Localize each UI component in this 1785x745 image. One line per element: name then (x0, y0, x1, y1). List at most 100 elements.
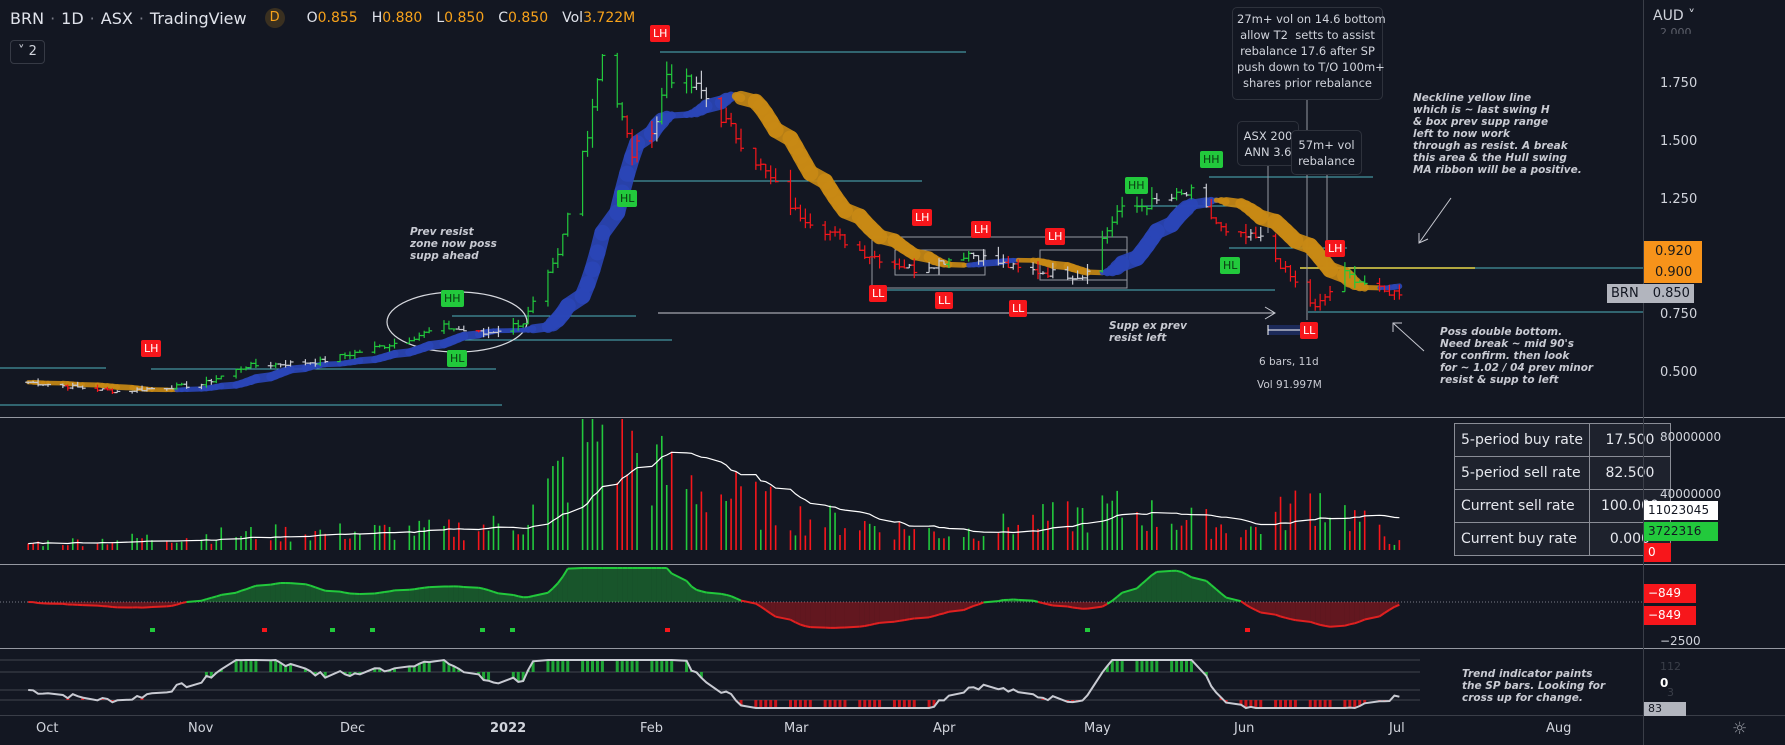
callout-57m-vol[interactable]: 57m+ vol rebalance (1291, 130, 1362, 175)
note-double-bottom[interactable]: Poss double bottom. Need break ~ mid 90'… (1440, 326, 1594, 386)
osc-area (637, 568, 652, 602)
pane-separator[interactable] (0, 417, 1785, 418)
note-neckline[interactable]: Neckline yellow line which is ~ last swi… (1413, 92, 1582, 176)
note-trend-indicator[interactable]: Trend indicator paints the SP bars. Look… (1462, 668, 1606, 704)
callout-asx200[interactable]: ASX 200 ANN 3.6 (1237, 121, 1299, 166)
osc-area (582, 568, 588, 602)
osc-line (1344, 623, 1351, 627)
signal-marker (150, 628, 155, 632)
currency-selector[interactable]: AUD ˅ (1653, 8, 1696, 24)
table-row: 5-period buy rate 17.500 (1454, 423, 1671, 457)
osc-area (622, 568, 628, 602)
time-axis-separator (0, 715, 1785, 716)
pane-separator[interactable] (0, 648, 1785, 649)
osc-area (844, 602, 860, 628)
osc-area (345, 592, 350, 602)
indicators-collapse-button[interactable]: ˅ 2 (10, 40, 45, 64)
osc-line (1136, 583, 1143, 590)
osc-line (1295, 619, 1311, 623)
osc-line (275, 582, 281, 585)
osc-line (310, 584, 316, 589)
callout-vol-rebalance[interactable]: 27m+ vol on 14.6 bottom allow T2 setts t… (1232, 7, 1386, 100)
osc-area (359, 593, 375, 602)
osc-line (1280, 615, 1286, 619)
osc-line (235, 589, 242, 594)
osc-line (557, 576, 564, 584)
osc-area (795, 602, 801, 625)
osc-area (354, 593, 360, 602)
osc-area (419, 587, 425, 602)
interval[interactable]: 1D (61, 8, 84, 28)
osc-line (1146, 574, 1153, 581)
osc-area (810, 602, 826, 628)
note-prev-resist[interactable]: Prev resist zone now poss supp ahead (410, 226, 497, 262)
osc-line (869, 622, 875, 627)
osc-area (1216, 589, 1222, 602)
chevron-down-icon: ˅ (1688, 8, 1696, 24)
osc-line (201, 598, 207, 602)
time-label: Mar (784, 721, 809, 736)
osc-line (1290, 618, 1296, 622)
osc-line (344, 591, 351, 595)
osc-area (706, 592, 722, 602)
range-bars-label: 6 bars, 11d (1259, 356, 1319, 368)
osc-line (1111, 595, 1118, 602)
osc-line (1116, 591, 1123, 598)
pane-separator[interactable] (0, 564, 1785, 565)
level-lines (0, 51, 1643, 406)
marker-lower-high: LH (971, 221, 992, 238)
osc-line (1077, 607, 1083, 610)
osc-line (706, 591, 722, 595)
marker-higher-low: HL (1220, 257, 1241, 274)
osc-line (904, 618, 910, 622)
osc-area (444, 586, 449, 602)
osc-line (1245, 603, 1252, 609)
osc-tag: −849 (1644, 606, 1696, 625)
osc-area (1072, 602, 1078, 609)
delayed-badge[interactable]: D (264, 8, 285, 28)
osc-line (899, 619, 905, 622)
osc-area (1176, 570, 1182, 602)
osc-line (735, 597, 742, 602)
osc-line (463, 585, 479, 589)
osc-line (181, 601, 187, 605)
osc-line (1388, 606, 1395, 611)
osc-area (453, 586, 459, 602)
osc-line (1240, 600, 1247, 606)
osc-area (1389, 602, 1395, 610)
osc-line (685, 580, 693, 588)
osc-line (1319, 623, 1326, 627)
marker-higher-high: HH (1200, 151, 1223, 168)
time-label: 2022 (490, 721, 527, 736)
osc-area (805, 602, 811, 628)
osc-line (1087, 605, 1103, 610)
osc-area (1280, 602, 1286, 618)
symbol[interactable]: BRN (10, 8, 45, 28)
osc-area (929, 602, 935, 618)
osc-area (1290, 602, 1296, 621)
time-label: Jul (1389, 721, 1405, 736)
osc-line (419, 586, 425, 590)
price-label: 1.750 (1660, 76, 1698, 91)
osc-area (830, 602, 836, 628)
price-axis[interactable] (1643, 0, 1785, 745)
note-supp-ex[interactable]: Supp ex prev resist left (1109, 320, 1187, 344)
osc-area (1359, 602, 1365, 622)
range-volume-label: Vol 91.997M (1257, 379, 1322, 391)
osc-line (1121, 587, 1138, 594)
osc-area (349, 593, 355, 602)
settings-gear-icon[interactable]: ☼ (1732, 719, 1748, 739)
osc-line (690, 585, 698, 591)
osc-line (1285, 616, 1291, 621)
osc-line (914, 616, 930, 620)
osc-area (112, 602, 118, 608)
osc-area (246, 587, 251, 602)
signal-marker (370, 628, 375, 632)
osc-area (840, 602, 845, 628)
osc-line (1324, 624, 1331, 628)
table-row: 5-period sell rate 82.500 (1454, 456, 1671, 490)
osc-area (340, 591, 345, 602)
price-label: 1.250 (1660, 192, 1698, 207)
marker-lower-low: LL (1009, 300, 1028, 317)
